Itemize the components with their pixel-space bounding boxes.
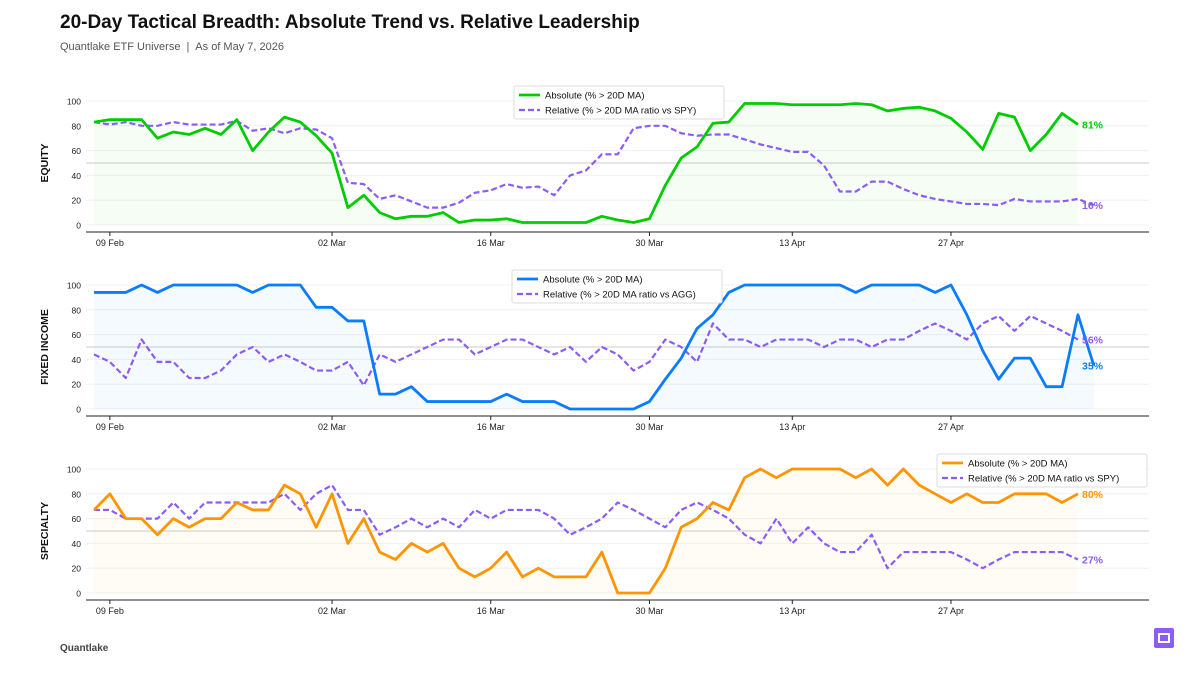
legend-absolute-label: Absolute (% > 20D MA) [543,275,643,286]
x-tick-label: 13 Apr [779,606,805,616]
y-tick-label: 100 [67,281,81,291]
logo-icon [1154,628,1174,648]
relative-end-label: 16% [1082,200,1104,212]
y-tick-label: 0 [76,221,81,231]
y-tick-label: 80 [72,121,82,131]
absolute-area [94,285,1094,409]
y-tick-label: 20 [72,196,82,206]
y-axis-label: SPECIALTY [39,502,51,560]
x-tick-label: 02 Mar [318,422,346,432]
legend-absolute-label: Absolute (% > 20D MA) [968,459,1068,470]
y-tick-label: 40 [72,355,82,365]
x-tick-label: 30 Mar [635,422,663,432]
x-tick-label: 13 Apr [779,238,805,248]
subtitle-universe: Quantlake ETF Universe [60,41,181,53]
relative-end-label: 56% [1082,335,1104,347]
x-tick-label: 27 Apr [938,606,964,616]
legend-box [511,269,723,304]
y-axis-label: EQUITY [39,143,51,182]
subtitle-date: As of May 7, 2026 [195,41,284,53]
y-tick-label: 0 [76,405,81,415]
y-tick-label: 60 [72,146,82,156]
relative-series-line [93,314,1079,387]
y-tick-label: 0 [76,589,81,599]
x-tick-label: 09 Feb [96,422,124,432]
chart-title: 20-Day Tactical Breadth: Absolute Trend … [60,12,640,33]
x-tick-label: 30 Mar [635,606,663,616]
y-tick-label: 20 [72,564,82,574]
legend-relative-label: Relative (% > 20D MA ratio vs SPY) [545,106,696,117]
y-tick-label: 100 [67,465,81,475]
x-tick-label: 30 Mar [635,238,663,248]
absolute-series-line [93,467,1079,595]
y-tick-label: 60 [72,330,82,340]
legend-box [513,85,725,120]
legend-relative-label: Relative (% > 20D MA ratio vs SPY) [968,474,1119,485]
y-tick-label: 80 [72,305,82,315]
chart-panel-equity: 0 20 40 60 80 100 81% 16% 09 Feb 02 Mar 16 Mar 30 M… [39,85,1149,248]
legend-box [936,453,1148,488]
legend: Absolute (% > 20D MA) Relative (% > 20D M… [513,85,725,120]
absolute-series-line [94,283,1096,411]
y-tick-label: 20 [72,380,82,390]
subtitle-separator: | [186,41,190,53]
y-axis-label: FIXED INCOME [39,309,51,385]
relative-series-line [94,484,1079,570]
x-tick-label: 16 Mar [477,422,505,432]
footer-brand: Quantlake [60,643,109,654]
x-tick-label: 02 Mar [318,238,346,248]
absolute-end-label: 35% [1082,361,1104,373]
absolute-end-label: 80% [1082,489,1104,501]
legend: Absolute (% > 20D MA) Relative (% > 20D M… [511,269,723,304]
absolute-area [94,103,1078,225]
x-tick-label: 13 Apr [779,422,805,432]
chart-subtitle: Quantlake ETF Universe | As of May 7, 2026 [60,41,284,53]
absolute-area [94,469,1078,593]
y-tick-label: 40 [72,539,82,549]
x-tick-label: 16 Mar [477,606,505,616]
legend-relative-label: Relative (% > 20D MA ratio vs AGG) [543,290,696,301]
y-tick-label: 40 [72,171,82,181]
absolute-end-label: 81% [1082,120,1104,132]
legend-absolute-label: Absolute (% > 20D MA) [545,91,645,102]
x-tick-label: 27 Apr [938,238,964,248]
x-tick-label: 16 Mar [477,238,505,248]
y-tick-label: 60 [72,514,82,524]
absolute-series-line [93,102,1079,224]
relative-series-line [93,119,1095,209]
y-tick-label: 100 [67,97,81,107]
relative-end-label: 27% [1082,555,1104,567]
x-tick-label: 09 Feb [96,606,124,616]
chart-panel-specialty: 0 20 40 60 80 100 80% 27% 09 Feb 02 Mar 16 Mar 30 M… [39,453,1149,616]
y-tick-label: 80 [72,489,82,499]
chart-panel-fixed-income: 0 20 40 60 80 100 35% 56% 09 Feb 02 Mar 16 Mar 30 M… [39,269,1149,432]
x-tick-label: 09 Feb [96,238,124,248]
legend: Absolute (% > 20D MA) Relative (% > 20D M… [936,453,1148,488]
x-tick-label: 27 Apr [938,422,964,432]
x-tick-label: 02 Mar [318,606,346,616]
